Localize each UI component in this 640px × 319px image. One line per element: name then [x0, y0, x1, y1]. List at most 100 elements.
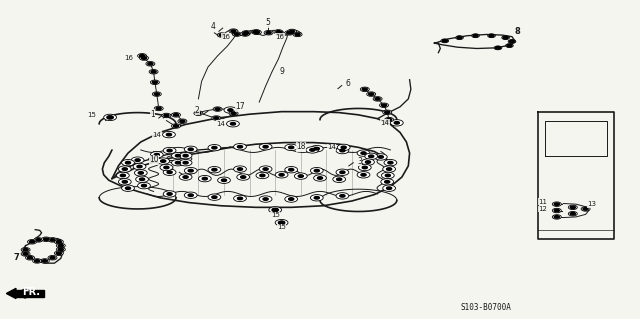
Text: 14: 14 — [380, 120, 389, 126]
Text: 3: 3 — [357, 157, 362, 166]
Circle shape — [221, 179, 227, 182]
Circle shape — [122, 185, 134, 191]
Circle shape — [229, 111, 238, 115]
Circle shape — [241, 32, 250, 36]
Circle shape — [357, 150, 370, 156]
Circle shape — [44, 238, 49, 241]
Circle shape — [336, 147, 349, 154]
Circle shape — [279, 221, 284, 224]
Circle shape — [152, 81, 157, 84]
Circle shape — [188, 148, 193, 151]
Circle shape — [173, 114, 179, 116]
Circle shape — [570, 212, 575, 215]
Circle shape — [173, 125, 179, 127]
Circle shape — [289, 30, 294, 33]
Circle shape — [276, 31, 281, 33]
Circle shape — [362, 159, 374, 165]
Circle shape — [285, 167, 298, 173]
Circle shape — [154, 153, 159, 156]
Circle shape — [369, 93, 374, 95]
Text: FR.: FR. — [22, 287, 40, 297]
Circle shape — [150, 152, 163, 158]
FancyArrowPatch shape — [17, 290, 41, 297]
Circle shape — [184, 146, 197, 152]
Text: 13: 13 — [588, 201, 596, 207]
Circle shape — [274, 30, 283, 34]
Text: 11: 11 — [538, 199, 547, 204]
Circle shape — [457, 36, 462, 39]
Circle shape — [340, 149, 345, 152]
Circle shape — [179, 160, 192, 166]
Circle shape — [48, 256, 57, 260]
Circle shape — [360, 87, 369, 92]
Circle shape — [509, 40, 515, 43]
Circle shape — [285, 196, 298, 202]
Circle shape — [234, 166, 246, 172]
Circle shape — [230, 122, 236, 125]
Text: 12: 12 — [538, 206, 547, 212]
Text: 4: 4 — [210, 22, 215, 31]
Circle shape — [58, 248, 63, 251]
Circle shape — [361, 152, 366, 154]
Circle shape — [374, 154, 387, 160]
Circle shape — [341, 146, 346, 149]
Text: 2: 2 — [195, 106, 200, 115]
Circle shape — [340, 171, 345, 174]
Circle shape — [306, 147, 319, 153]
Circle shape — [387, 118, 392, 121]
Circle shape — [552, 215, 561, 219]
Circle shape — [131, 157, 144, 163]
Circle shape — [263, 198, 268, 200]
Circle shape — [254, 31, 259, 33]
Circle shape — [340, 195, 345, 197]
Circle shape — [259, 144, 272, 150]
Circle shape — [179, 174, 192, 180]
Circle shape — [26, 256, 35, 260]
Circle shape — [275, 172, 288, 178]
Circle shape — [310, 149, 315, 151]
Circle shape — [358, 164, 371, 171]
Circle shape — [104, 114, 116, 121]
Text: 15: 15 — [277, 224, 286, 230]
Circle shape — [36, 239, 41, 241]
Circle shape — [172, 152, 184, 159]
Circle shape — [385, 111, 390, 114]
Circle shape — [183, 161, 188, 164]
Circle shape — [269, 207, 282, 213]
Circle shape — [229, 29, 238, 33]
Circle shape — [212, 116, 221, 120]
Circle shape — [336, 193, 349, 199]
Circle shape — [162, 113, 171, 118]
Circle shape — [163, 191, 176, 197]
Circle shape — [208, 145, 221, 151]
Circle shape — [231, 30, 236, 33]
Circle shape — [154, 106, 163, 111]
Circle shape — [23, 253, 28, 255]
Circle shape — [154, 93, 159, 95]
Circle shape — [442, 40, 447, 42]
Circle shape — [285, 144, 298, 151]
Circle shape — [56, 243, 65, 248]
Circle shape — [263, 145, 268, 148]
Circle shape — [289, 168, 294, 171]
Circle shape — [494, 46, 502, 50]
Circle shape — [157, 158, 170, 164]
Circle shape — [256, 172, 269, 179]
Circle shape — [56, 252, 61, 255]
Circle shape — [163, 169, 176, 175]
Text: 14: 14 — [216, 121, 225, 127]
Circle shape — [357, 172, 370, 178]
Circle shape — [472, 34, 479, 38]
Circle shape — [298, 175, 303, 177]
Circle shape — [180, 120, 185, 122]
Circle shape — [134, 170, 147, 176]
Circle shape — [506, 44, 513, 48]
Circle shape — [314, 197, 319, 199]
Circle shape — [273, 209, 278, 211]
Circle shape — [361, 174, 366, 176]
Circle shape — [568, 205, 577, 210]
Circle shape — [122, 160, 134, 166]
Circle shape — [163, 147, 176, 154]
Circle shape — [362, 166, 367, 169]
Circle shape — [34, 238, 43, 242]
